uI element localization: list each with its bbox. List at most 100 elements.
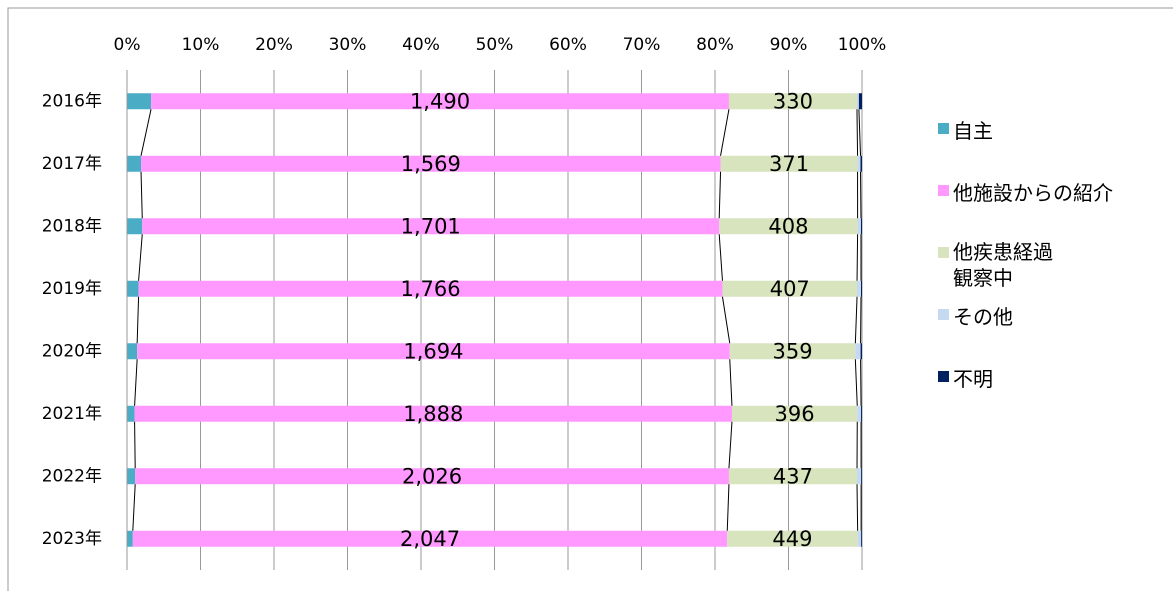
bar-segment [856, 93, 859, 110]
bar-segment [731, 405, 858, 422]
legend-swatch [938, 123, 949, 134]
x-tick-label: 70% [623, 35, 661, 55]
bar-segment [132, 530, 728, 547]
bar-segment [138, 280, 723, 297]
x-tick-label: 10% [182, 35, 220, 55]
series-line [136, 296, 140, 344]
bar-segment [857, 405, 862, 422]
y-tick-label: 2019年 [42, 279, 102, 299]
bar-segment [127, 405, 135, 422]
bar-segment [861, 530, 862, 547]
data-label: 1,490 [410, 89, 470, 113]
data-label: 1,694 [403, 339, 463, 363]
bar-segment [857, 468, 862, 485]
x-tick-label: 100% [838, 35, 887, 55]
series-line [721, 296, 731, 344]
bar-segment [861, 280, 862, 297]
bar-segment [720, 155, 858, 172]
data-label: 371 [769, 152, 809, 176]
y-tick-label: 2020年 [42, 341, 102, 361]
bar-segment [861, 405, 862, 422]
bar-segment [857, 218, 861, 235]
series-line [854, 359, 858, 406]
bar-segment [857, 155, 861, 172]
bar-segment [135, 468, 729, 485]
bar-segment [858, 93, 862, 110]
series-line [720, 109, 730, 156]
bar-segment [719, 218, 858, 235]
x-tick-label: 0% [114, 35, 141, 55]
y-tick-label: 2017年 [42, 154, 102, 174]
legend-swatch [938, 371, 949, 382]
data-label: 1,766 [400, 277, 460, 301]
bar-segment [855, 343, 861, 360]
bar-segment [729, 343, 856, 360]
series-line [854, 296, 858, 344]
series-line [134, 359, 138, 406]
series-line [726, 484, 730, 531]
y-tick-label: 2022年 [42, 466, 102, 486]
bar-segment [142, 218, 720, 235]
bar-segment [127, 343, 138, 360]
bar-segment [860, 155, 862, 172]
data-label: 330 [773, 89, 813, 113]
data-label: 1,888 [403, 402, 463, 426]
legend-label: その他 [953, 305, 1013, 329]
data-label: 408 [768, 214, 808, 238]
bar-segment [134, 405, 732, 422]
data-label: 1,701 [401, 214, 461, 238]
legend: 自主他施設からの紹介 他疾患経過観察中その他不明 [938, 115, 1113, 425]
x-tick-label: 20% [255, 35, 293, 55]
bar-segment [857, 530, 862, 547]
data-label: 437 [773, 464, 813, 488]
legend-item: 不明 [938, 363, 1113, 425]
data-label: 449 [772, 527, 812, 551]
series-line [856, 484, 859, 531]
series-line [718, 234, 723, 281]
bar-segment [860, 343, 862, 360]
legend-item: 自主 [938, 115, 1113, 177]
bar-segment [861, 468, 862, 485]
series-line [138, 234, 143, 281]
data-label: 396 [775, 402, 815, 426]
legend-label: 他疾患経過観察中 [953, 240, 1053, 290]
bar-segment [141, 155, 721, 172]
bar-segment [127, 93, 152, 110]
legend-swatch [938, 185, 949, 196]
bar-segment [127, 218, 143, 235]
bar-segment [728, 468, 858, 485]
bar-segment [860, 218, 862, 235]
y-tick-label: 2018年 [42, 216, 102, 236]
bar-segment [127, 155, 142, 172]
bar-segment [137, 343, 730, 360]
x-tick-label: 50% [476, 35, 514, 55]
x-tick-label: 80% [696, 35, 734, 55]
data-label: 2,026 [402, 464, 462, 488]
x-tick-label: 60% [549, 35, 587, 55]
series-line [718, 171, 722, 219]
legend-swatch [938, 309, 949, 320]
legend-label: 自主 [953, 119, 993, 143]
bar-segment [728, 93, 857, 110]
series-line [728, 421, 733, 469]
data-label: 359 [773, 339, 813, 363]
series-line [140, 109, 152, 156]
bar-segment [722, 280, 858, 297]
legend-swatch [938, 247, 949, 258]
bar-segment [857, 280, 862, 297]
x-tick-label: 30% [329, 35, 367, 55]
series-line [132, 484, 136, 531]
y-tick-label: 2016年 [42, 91, 102, 111]
legend-label: 不明 [953, 367, 993, 391]
bar-segment [127, 468, 136, 485]
legend-item: 他施設からの紹介 [938, 177, 1113, 239]
data-label: 1,569 [401, 152, 461, 176]
legend-item: 他疾患経過観察中 [938, 239, 1113, 301]
series-line [856, 109, 859, 156]
y-tick-label: 2021年 [42, 404, 102, 424]
legend-item: その他 [938, 301, 1113, 363]
series-line [858, 109, 862, 156]
bar-segment [127, 530, 133, 547]
